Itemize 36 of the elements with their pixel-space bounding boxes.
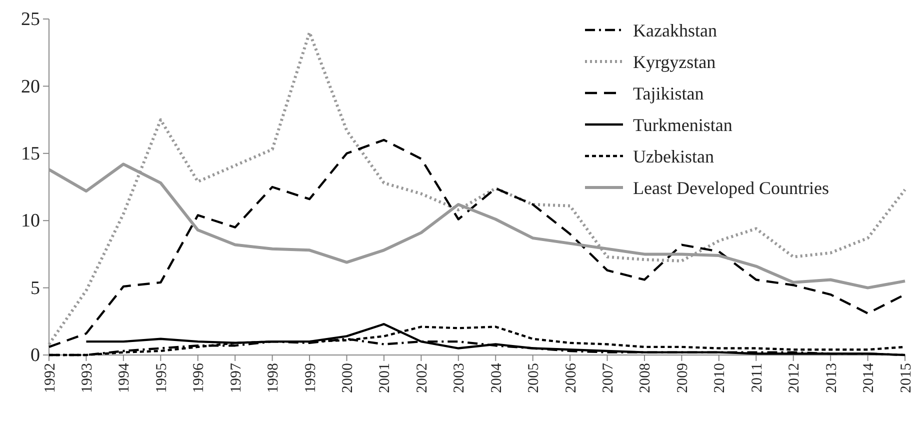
y-tick-label: 0 [30,345,40,366]
x-tick-label: 2011 [749,363,766,392]
legend-label: Least Developed Countries [633,178,829,198]
legend-label: Turkmenistan [633,114,732,135]
x-tick-label: 1994 [116,362,133,393]
x-tick-label: 2008 [638,363,654,393]
legend-label: Uzbekistan [633,146,714,166]
x-tick-label: 2014 [861,362,878,393]
x-tick-label: 1998 [266,363,282,393]
y-tick-label: 10 [21,210,40,232]
x-tick-label: 2010 [712,363,728,393]
x-tick-label: 2001 [377,363,394,393]
y-tick-label: 15 [21,143,40,164]
x-tick-label: 1993 [79,363,96,393]
x-tick-label: 1995 [154,363,170,393]
x-tick-label: 2015 [898,363,914,393]
y-tick-label: 5 [30,278,40,299]
x-tick-label: 1997 [228,362,244,393]
x-tick-label: 1992 [42,363,58,393]
y-tick-label: 20 [21,76,40,98]
x-tick-label: 1999 [302,363,319,393]
x-tick-label: 2009 [674,363,691,393]
x-tick-label: 2005 [526,363,542,393]
x-tick-label: 2000 [340,363,356,393]
x-tick-label: 2006 [563,362,580,393]
x-tick-label: 2003 [452,363,468,393]
legend-label: Kyrgyzstan [633,52,716,72]
y-tick-label: 25 [21,9,40,30]
legend-label: Tajikistan [633,83,704,104]
x-tick-label: 1996 [191,362,208,393]
x-tick-label: 2007 [600,362,617,393]
x-tick-label: 2002 [414,363,430,393]
x-tick-label: 2013 [824,363,840,393]
x-tick-label: 2012 [786,363,803,393]
x-tick-label: 2004 [488,362,505,393]
legend-label: Kazakhstan [633,20,717,40]
